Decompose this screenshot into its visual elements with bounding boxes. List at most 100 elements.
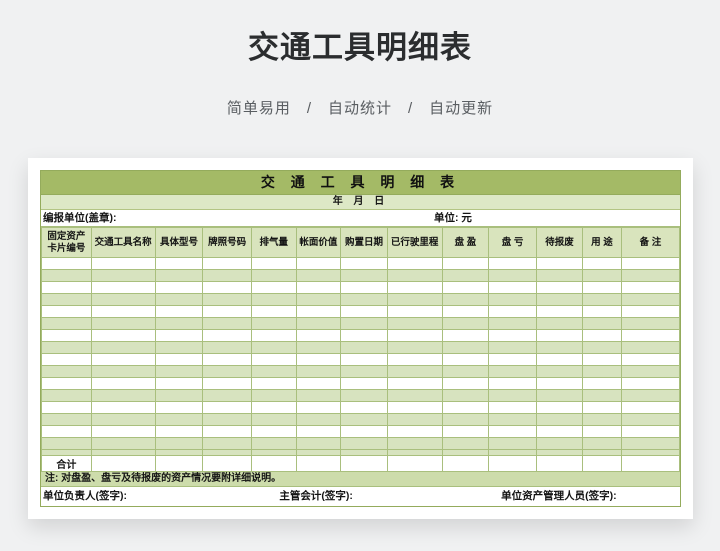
empty-cell — [202, 269, 252, 282]
empty-cell — [536, 281, 583, 294]
empty-cell — [202, 389, 252, 402]
empty-cell — [250, 281, 297, 294]
empty-cell — [340, 329, 388, 342]
empty-cell — [488, 389, 538, 402]
empty-cell — [41, 257, 92, 270]
empty-cell — [295, 377, 342, 390]
empty-cell — [250, 377, 297, 390]
empty-cell — [90, 317, 156, 330]
empty-cell — [386, 341, 443, 354]
empty-cell — [536, 389, 583, 402]
empty-cell — [536, 377, 583, 390]
empty-cell — [154, 365, 204, 378]
empty-cell — [202, 293, 252, 306]
empty-cell — [154, 329, 204, 342]
table-row — [41, 305, 681, 318]
table-header-row: 固定资产卡片编号 交通工具名称 具体型号 牌照号码 排气量 帐面价值 购置日期 已行驶里程盘 … — [41, 227, 681, 258]
empty-cell — [340, 437, 388, 450]
empty-cell — [386, 281, 443, 294]
empty-cell — [441, 317, 490, 330]
empty-cell — [202, 437, 252, 450]
empty-cell — [488, 437, 538, 450]
empty-cell — [488, 401, 538, 414]
empty-cell — [488, 365, 538, 378]
signature-chief-accountant-label: 主管会计(签字): — [279, 490, 353, 502]
empty-cell — [295, 365, 342, 378]
empty-cell — [41, 389, 92, 402]
empty-cell — [581, 257, 622, 270]
empty-cell — [581, 293, 622, 306]
empty-cell — [386, 425, 443, 438]
empty-cell — [581, 401, 622, 414]
empty-cell — [620, 257, 681, 270]
empty-cell — [90, 413, 156, 426]
table-row — [41, 353, 681, 366]
empty-cell — [250, 269, 297, 282]
empty-cell — [488, 341, 538, 354]
empty-cell — [581, 281, 622, 294]
empty-cell — [41, 305, 92, 318]
empty-cell — [90, 455, 156, 472]
empty-cell — [441, 425, 490, 438]
empty-cell — [536, 455, 583, 472]
empty-cell — [41, 341, 92, 354]
empty-cell — [581, 365, 622, 378]
empty-cell — [154, 455, 204, 472]
empty-cell — [41, 365, 92, 378]
empty-cell — [250, 455, 297, 472]
empty-cell — [441, 341, 490, 354]
empty-cell — [90, 389, 156, 402]
empty-cell — [536, 317, 583, 330]
empty-cell — [295, 293, 342, 306]
empty-cell — [154, 437, 204, 450]
empty-cell — [340, 389, 388, 402]
table-row — [41, 269, 681, 282]
empty-cell — [536, 413, 583, 426]
empty-cell — [202, 281, 252, 294]
empty-cell — [295, 257, 342, 270]
table-row — [41, 401, 681, 414]
empty-cell — [41, 317, 92, 330]
empty-cell — [536, 437, 583, 450]
empty-cell — [295, 425, 342, 438]
empty-cell — [581, 455, 622, 472]
empty-cell — [295, 317, 342, 330]
empty-cell — [441, 329, 490, 342]
empty-cell — [386, 329, 443, 342]
empty-cell — [536, 293, 583, 306]
table-row — [41, 413, 681, 426]
empty-cell — [250, 317, 297, 330]
empty-cell — [295, 305, 342, 318]
empty-cell — [340, 281, 388, 294]
empty-cell — [90, 281, 156, 294]
column-header: 已行驶里程 — [386, 227, 443, 258]
empty-cell — [441, 293, 490, 306]
empty-cell — [386, 257, 443, 270]
empty-cell — [536, 365, 583, 378]
sheet: 交 通 工 具 明 细 表 年 月 日 编报单位(盖章): 单位: 元 固定资产… — [40, 170, 681, 507]
empty-cell — [340, 377, 388, 390]
column-header: 盘 盈 — [441, 227, 490, 258]
empty-cell — [386, 455, 443, 472]
empty-cell — [386, 437, 443, 450]
empty-cell — [581, 341, 622, 354]
empty-cell — [295, 269, 342, 282]
column-header: 用 途 — [581, 227, 622, 258]
empty-cell — [295, 413, 342, 426]
table-row: 合计 — [41, 455, 681, 472]
empty-cell — [250, 305, 297, 318]
empty-cell — [154, 281, 204, 294]
empty-cell — [441, 365, 490, 378]
table-row — [41, 329, 681, 342]
empty-cell — [441, 281, 490, 294]
empty-cell — [386, 269, 443, 282]
table-row — [41, 425, 681, 438]
empty-cell — [620, 353, 681, 366]
empty-cell — [154, 425, 204, 438]
empty-cell — [441, 437, 490, 450]
empty-cell — [295, 389, 342, 402]
empty-cell — [202, 341, 252, 354]
empty-cell — [488, 257, 538, 270]
empty-cell — [295, 329, 342, 342]
empty-cell — [250, 437, 297, 450]
